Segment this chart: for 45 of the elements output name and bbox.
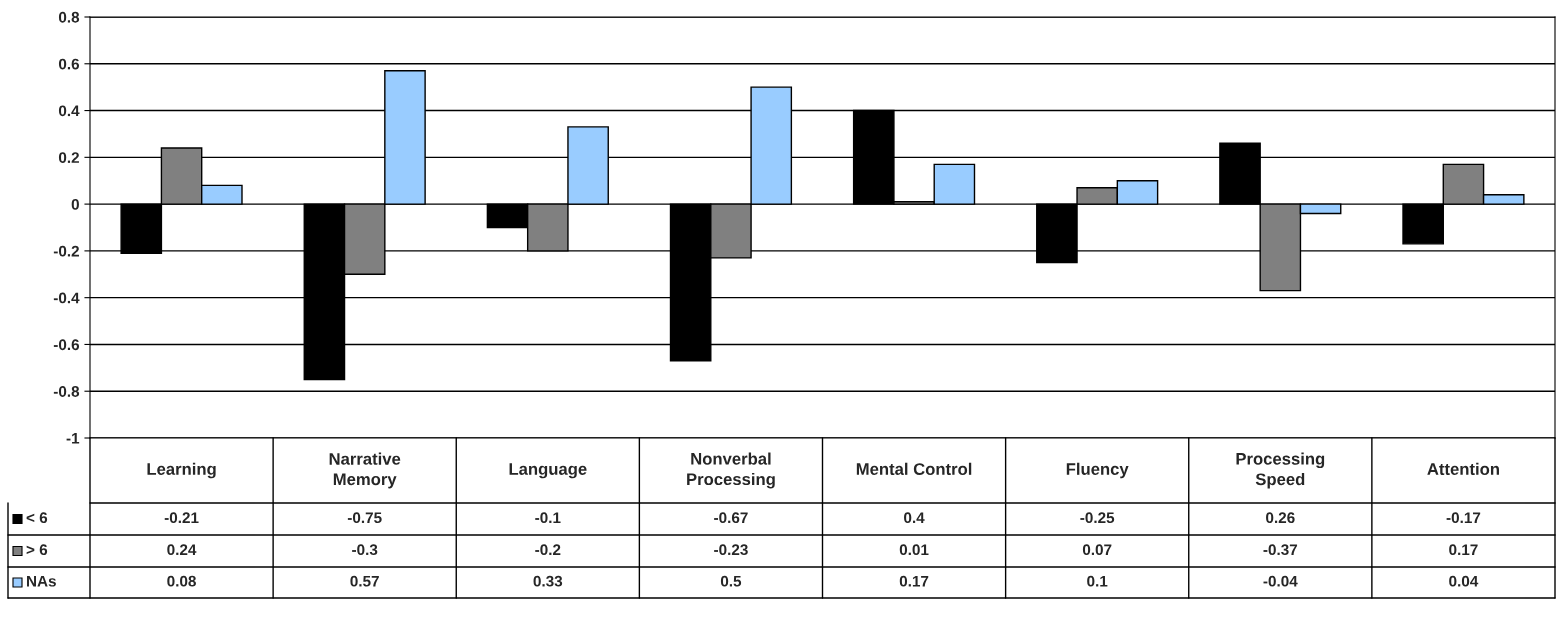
data-label: -0.23	[714, 544, 748, 556]
data-label: -0.04	[1263, 575, 1298, 587]
x-tick-label: Mental Control	[856, 462, 972, 475]
data-label: -0.21	[164, 512, 199, 524]
y-tick-label: -1	[66, 433, 80, 444]
x-tick-label: Fluency	[1066, 462, 1129, 479]
x-tick-label: Processing Speed	[1236, 452, 1325, 489]
y-tick-label: 0.4	[58, 105, 80, 117]
y-tick-label: 0.8	[58, 11, 80, 23]
data-label: -0.2	[535, 544, 561, 556]
y-tick-label: -0.4	[53, 292, 80, 304]
data-label: 0.5	[720, 575, 742, 587]
data-label: 0.24	[167, 544, 197, 556]
data-label: 0.26	[1266, 512, 1295, 524]
y-tick-label: -0.2	[53, 245, 79, 257]
data-label: -0.37	[1263, 544, 1298, 556]
data-label: -0.3	[352, 544, 378, 556]
x-tick-label: Language	[509, 463, 587, 479]
x-tick-label: Nonverbal Processing	[687, 452, 775, 489]
data-label: 0.1	[1087, 575, 1108, 587]
data-label: 0.07	[1082, 544, 1112, 556]
y-tick-label: 0	[71, 198, 79, 210]
data-label: -0.75	[347, 512, 382, 524]
data-label: 0.01	[899, 544, 929, 556]
data-label: 0.4	[904, 512, 925, 524]
legend-label: > 6	[26, 544, 48, 556]
legend-label: < 6	[26, 512, 48, 524]
y-tick-label: 0.6	[58, 58, 80, 70]
data-label: 0.57	[350, 575, 379, 587]
y-tick-label: -0.8	[53, 386, 80, 397]
data-label: -0.1	[535, 512, 561, 524]
data-label: -0.17	[1446, 512, 1481, 524]
data-label: 0.33	[533, 575, 563, 587]
data-label: 0.17	[1449, 544, 1478, 556]
x-tick-label: Narrative Memory	[329, 452, 401, 489]
data-label: -0.67	[714, 512, 748, 524]
data-label: -0.25	[1080, 512, 1115, 524]
x-tick-label: Attention	[1427, 462, 1499, 475]
x-tick-label: Learning	[147, 462, 216, 479]
data-label: 0.17	[899, 575, 929, 587]
data-label: 0.04	[1449, 575, 1479, 587]
data-label: 0.08	[167, 575, 196, 587]
y-tick-label: 0.2	[58, 152, 79, 164]
legend-label: NAs	[27, 575, 56, 587]
y-tick-label: -0.6	[53, 339, 80, 351]
